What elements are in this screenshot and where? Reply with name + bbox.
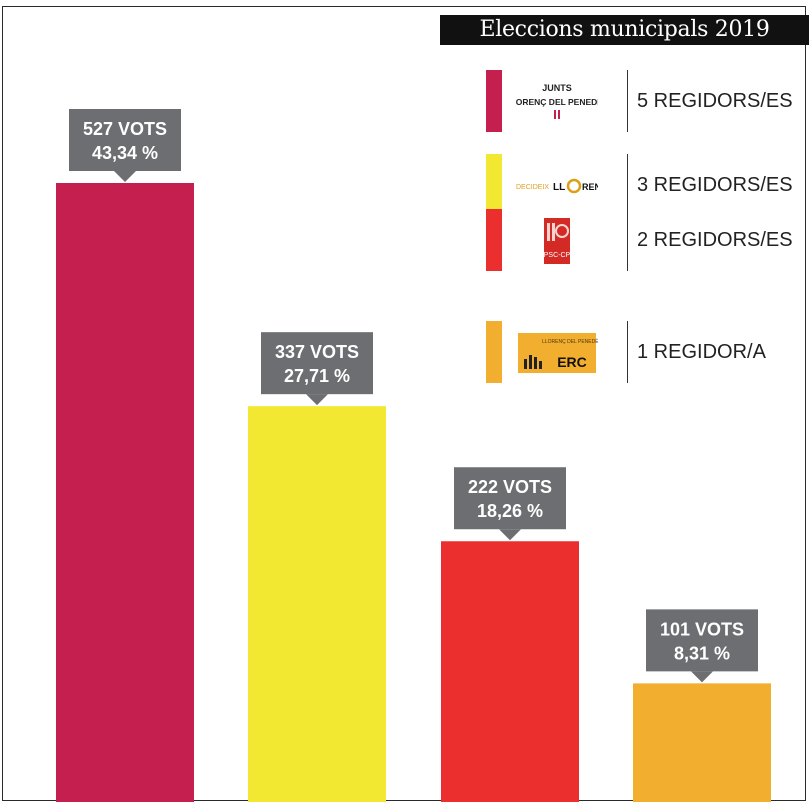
percent-label: 18,26 %: [477, 501, 543, 521]
bar: [56, 183, 194, 802]
chart-frame: [2, 6, 806, 801]
svg-text:ERC: ERC: [557, 354, 587, 370]
legend-divider: [627, 70, 628, 132]
chart-title: Eleccions municipals 2019: [440, 15, 809, 45]
vote-count-label: 222 VOTS: [468, 477, 552, 497]
data-label-box: [69, 109, 181, 171]
vote-count-label: 101 VOTS: [660, 619, 744, 639]
legend-item-decideix: DECIDEIX LL RENÇ 3 REGIDORS/ES: [486, 154, 806, 216]
legend-swatch: [486, 70, 502, 132]
legend-seats-label: 2 REGIDORS/ES: [637, 228, 793, 251]
percent-label: 27,71 %: [284, 366, 350, 386]
bar: [633, 683, 771, 802]
svg-text:DECIDEIX: DECIDEIX: [516, 184, 549, 191]
legend-item-erc: LLORENÇ DEL PENEDÈS ERC 1 REGIDOR/A: [486, 321, 806, 383]
erc-logo: LLORENÇ DEL PENEDÈS ERC: [516, 327, 598, 377]
svg-text:LLORENÇ DEL PENEDÈS: LLORENÇ DEL PENEDÈS: [516, 97, 598, 107]
legend-swatch: [486, 154, 502, 216]
legend-seats-label: 5 REGIDORS/ES: [637, 89, 793, 112]
data-label-box: [261, 332, 373, 395]
percent-label: 8,31 %: [674, 643, 730, 663]
bar: [248, 406, 386, 802]
legend-divider: [627, 209, 628, 271]
data-label-pointer: [306, 394, 328, 406]
svg-text:RENÇ: RENÇ: [582, 182, 598, 192]
junts-logo: JUNTS LLORENÇ DEL PENEDÈS: [516, 76, 598, 126]
legend-item-junts: JUNTS LLORENÇ DEL PENEDÈS 5 REGIDORS/ES: [486, 70, 806, 132]
svg-text:LLORENÇ DEL PENEDÈS: LLORENÇ DEL PENEDÈS: [542, 338, 598, 345]
svg-text:LL: LL: [553, 182, 565, 193]
data-label-pointer: [499, 529, 521, 541]
svg-text:PSC-CP: PSC-CP: [544, 252, 571, 259]
vote-count-label: 527 VOTS: [83, 119, 167, 139]
legend-swatch: [486, 321, 502, 383]
bar: [441, 541, 579, 802]
legend-item-psc: PSC-CP 2 REGIDORS/ES: [486, 209, 806, 271]
data-label-box: [454, 467, 566, 530]
legend-seats-label: 3 REGIDORS/ES: [637, 173, 793, 196]
legend-divider: [627, 154, 628, 216]
data-label-box: [646, 609, 758, 672]
data-label-pointer: [691, 671, 713, 683]
legend-seats-label: 1 REGIDOR/A: [637, 340, 766, 363]
legend-swatch: [486, 209, 502, 271]
legend-divider: [627, 321, 628, 383]
psc-logo: PSC-CP: [516, 215, 598, 265]
vote-count-label: 337 VOTS: [275, 342, 359, 362]
data-label-pointer: [114, 171, 136, 182]
percent-label: 43,34 %: [92, 143, 158, 163]
svg-text:JUNTS: JUNTS: [542, 83, 572, 93]
decideix-logo: DECIDEIX LL RENÇ: [516, 160, 598, 210]
